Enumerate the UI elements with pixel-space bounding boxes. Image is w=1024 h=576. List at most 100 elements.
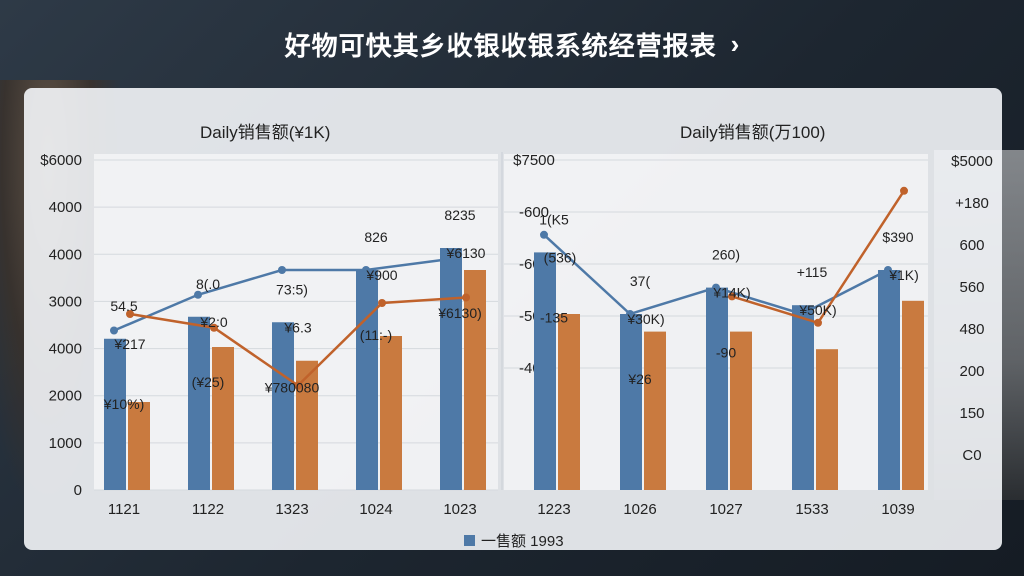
chart-2-bar bbox=[730, 331, 752, 490]
chart-1-data-label: ¥2:0 bbox=[199, 314, 227, 330]
chart-2-line-point bbox=[626, 310, 634, 318]
chart-1-line-point bbox=[446, 255, 454, 263]
chart-1-title: Daily销售额(¥1K) bbox=[200, 123, 331, 142]
chart-1-x-tick-label: 1122 bbox=[192, 501, 224, 518]
chart-1-data-label: 826 bbox=[364, 229, 388, 245]
chart-2-line-point bbox=[884, 266, 892, 274]
chart-2-line-point bbox=[712, 283, 720, 292]
chart-2-data-label: $390 bbox=[882, 229, 913, 245]
chart-1-line-point bbox=[378, 299, 386, 307]
chart-2-data-label: ¥26 bbox=[627, 371, 652, 387]
chart-1-data-label: (¥25) bbox=[192, 374, 225, 390]
chart-2-y2-tick-label: 200 bbox=[959, 363, 984, 380]
chart-1-x-tick-label: 1121 bbox=[108, 501, 140, 518]
chart-2-bar bbox=[558, 314, 580, 490]
chart-1-data-label: ¥217 bbox=[113, 336, 145, 352]
chart-2-bar bbox=[878, 270, 900, 490]
chart-1-line-point bbox=[462, 293, 470, 302]
chart-2-data-label: 1(K5 bbox=[539, 211, 569, 227]
chart-1-y-tick-label: 0 bbox=[74, 482, 82, 499]
chevron-right-icon[interactable]: › bbox=[730, 28, 740, 59]
chart-2-data-label: ¥30K) bbox=[626, 311, 664, 327]
chart-1-y-tick-label: 2000 bbox=[49, 388, 82, 405]
chart-2-y2-tick-label: +180 bbox=[955, 195, 989, 212]
chart-2-data-label: (536) bbox=[544, 249, 577, 265]
chart-1-line-point bbox=[110, 326, 118, 335]
chart-1-line-point bbox=[278, 266, 286, 274]
chart-1-line-point bbox=[194, 290, 202, 299]
chart-1-bar bbox=[128, 402, 150, 490]
chart-2-y2-tick-label: 480 bbox=[959, 321, 984, 338]
chart-2-bar bbox=[792, 305, 814, 490]
chart-2-x-tick-label: 1533 bbox=[795, 501, 828, 518]
chart-2-bar bbox=[706, 287, 728, 490]
chart-1-line-point bbox=[210, 323, 218, 332]
chart-2-bar bbox=[620, 314, 642, 490]
chart-1-line-point bbox=[362, 266, 370, 274]
chart-2-y-tick-label: $7500 bbox=[513, 152, 555, 169]
chart-1-y-tick-label: 4000 bbox=[49, 246, 82, 263]
chart-1-line-point bbox=[294, 381, 302, 390]
chart-2-data-label: -135 bbox=[540, 309, 568, 325]
chart-2-y2-tick-label: C0 bbox=[962, 447, 981, 464]
chart-2-data-label: 260) bbox=[712, 247, 740, 263]
chart-1-y-tick-label: 4000 bbox=[49, 341, 82, 358]
chart-1-line-point bbox=[126, 310, 134, 318]
legend: 一售额 1993 bbox=[464, 530, 564, 550]
chart-1-data-label: ¥900 bbox=[365, 267, 397, 283]
chart-2-line-point bbox=[900, 186, 908, 195]
chart-1-bar bbox=[296, 360, 318, 490]
chart-2-line-point bbox=[540, 230, 548, 239]
chart-1-bar bbox=[440, 248, 462, 490]
chart-1-bar bbox=[464, 270, 486, 490]
chart-2-x-tick-label: 1223 bbox=[537, 501, 570, 518]
chart-2-x-tick-label: 1026 bbox=[623, 501, 656, 518]
chart-1-data-label: ¥10%) bbox=[103, 396, 144, 412]
chart-2-y2-tick-label: $5000 bbox=[951, 153, 993, 170]
chart-1-bar bbox=[380, 336, 402, 490]
chart-2-line-point bbox=[728, 292, 736, 301]
chart-1-bar bbox=[104, 338, 126, 490]
charts-panel: 0 1000 2000 4000 3000 4000 4000 $6000 1121 1122 13… bbox=[24, 88, 1002, 550]
chart-1-data-label: 8235 bbox=[444, 207, 475, 223]
chart-2-data-label: 37( bbox=[630, 273, 651, 289]
legend-label: 一售额 1993 bbox=[481, 533, 564, 550]
chart-2-title: Daily销售额(万100) bbox=[680, 123, 826, 142]
chart-1-bar bbox=[356, 270, 378, 490]
chart-1-x-tick-label: 1323 bbox=[275, 501, 308, 518]
chart-2-bar bbox=[816, 349, 838, 490]
chart-2-y-tick-label: -600 bbox=[519, 204, 549, 221]
chart-1-y-tick-label: $6000 bbox=[40, 152, 82, 169]
chart-2-bar bbox=[644, 331, 666, 490]
chart-1-y-tick-label: 1000 bbox=[49, 435, 82, 452]
chart-2-bar bbox=[902, 300, 924, 490]
chart-1-data-label: ¥6130) bbox=[437, 305, 482, 321]
chart-2-x-tick-label: 1039 bbox=[881, 501, 914, 518]
page-header: 好物可快其乡收银收银系统经营报表 › bbox=[0, 22, 1024, 66]
chart-2-y2-tick-label: 560 bbox=[959, 279, 984, 296]
chart-1-data-label: ¥780080 bbox=[264, 379, 320, 395]
chart-2-data-label: ¥50K) bbox=[798, 302, 836, 318]
chart-1-data-label: ¥6130 bbox=[446, 245, 486, 261]
chart-1-data-label: ¥6.3 bbox=[283, 319, 311, 335]
chart-1-y-tick-label: 3000 bbox=[49, 293, 82, 310]
chart-1-x-tick-label: 1024 bbox=[359, 501, 392, 518]
chart-2-x-tick-label: 1027 bbox=[709, 501, 742, 518]
chart-1-data-label: 73:5) bbox=[276, 281, 308, 297]
chart-2-bar bbox=[534, 252, 556, 490]
chart-1-bar bbox=[212, 347, 234, 490]
chart-1-data-label: (11:-) bbox=[360, 327, 392, 343]
chart-1-bar bbox=[272, 322, 294, 490]
chart-2-line-point bbox=[814, 318, 822, 327]
chart-2-y2-tick-label: 600 bbox=[959, 237, 984, 254]
charts-svg: 0 1000 2000 4000 3000 4000 4000 $6000 1121 1122 13… bbox=[40, 152, 993, 518]
chart-2-data-label: ¥1K) bbox=[888, 267, 919, 283]
chart-1-data-label: 54.5 bbox=[110, 298, 137, 314]
chart-1-x-tick-label: 1023 bbox=[443, 501, 476, 518]
chart-1-y-tick-label: 4000 bbox=[49, 199, 82, 216]
chart-1-data-label: 8(.0 bbox=[196, 276, 220, 292]
chart-1-bar bbox=[188, 316, 210, 490]
chart-2-data-label: +115 bbox=[797, 264, 828, 280]
chart-2-data-label: ¥14K) bbox=[712, 285, 750, 301]
page-title: 好物可快其乡收银收银系统经营报表 bbox=[284, 30, 717, 61]
